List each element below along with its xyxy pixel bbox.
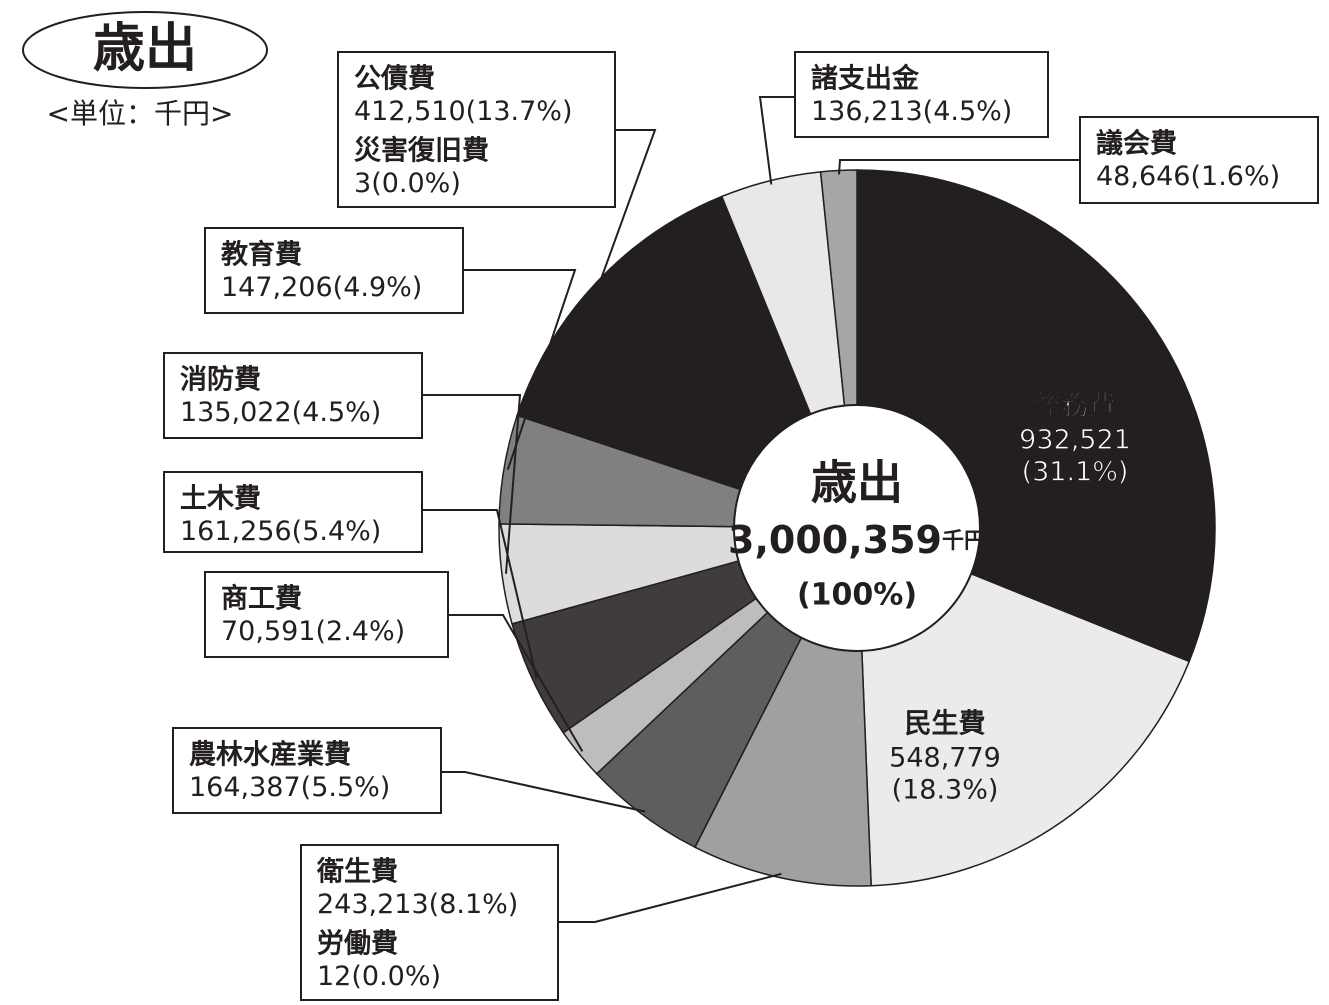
slice-name: 諸支出金 <box>811 63 920 95</box>
value-label: 12 <box>317 961 351 992</box>
slice-value: 161,256(5.4%) <box>180 516 381 547</box>
donut-hole <box>733 404 981 652</box>
percent-label: (13.7%) <box>466 96 573 127</box>
value-label: 161,256 <box>180 516 292 547</box>
value-label: 412,510 <box>354 96 466 127</box>
value-label: 48,646 <box>1096 161 1190 192</box>
leader-line <box>448 614 584 752</box>
percent-label: (18.3%) <box>892 775 999 806</box>
percent-label: (5.4%) <box>292 516 382 547</box>
slice-name: 議会費 <box>1096 129 1177 160</box>
slice-value: 135,022(4.5%) <box>180 397 381 428</box>
leader-line <box>758 96 795 185</box>
percent-label: (1.6%) <box>1190 161 1280 192</box>
percent-label: (31.1%) <box>1022 457 1129 488</box>
leader-line <box>597 129 657 287</box>
percent-label: (0.0%) <box>371 168 461 199</box>
slice-value: 48,646(1.6%) <box>1096 161 1280 192</box>
label-box <box>163 471 423 553</box>
slice-value: 136,213(4.5%) <box>811 96 1012 127</box>
slice-name: 教育費 <box>221 239 302 271</box>
percent-label: (4.9%) <box>333 272 423 303</box>
value-label: 164,387 <box>189 772 301 803</box>
leader-line <box>837 159 1080 175</box>
percent-label: (8.1%) <box>429 889 519 920</box>
value-label: 147,206 <box>221 272 333 303</box>
center-unit: 千円 <box>942 529 986 554</box>
value-label: 932,521 <box>1019 425 1131 456</box>
value-label: 548,779 <box>889 743 1001 774</box>
slice-name: 農林水産業費 <box>189 739 351 771</box>
slice-name: 民生費 <box>905 709 986 740</box>
percent-label: (4.5%) <box>292 397 382 428</box>
label-box <box>172 727 442 814</box>
unit-label: <単位：千円> <box>47 97 234 130</box>
label-box <box>300 844 559 1001</box>
slice-value: 3(0.0%) <box>354 168 461 199</box>
slice-name: 衛生費 <box>316 856 398 888</box>
slice-value: 147,206(4.9%) <box>221 272 422 303</box>
slice-value: 243,213(8.1%) <box>317 889 518 920</box>
slice-value: 164,387(5.5%) <box>189 772 390 803</box>
slice-name: 土木費 <box>180 484 261 515</box>
percent-label: (0.0%) <box>351 961 441 992</box>
center-percent: (100%) <box>797 578 917 613</box>
percent-label: (5.5%) <box>301 772 391 803</box>
label-box <box>204 571 449 658</box>
value-label: 135,022 <box>180 397 292 428</box>
slice-name: 総務費 <box>1035 390 1116 422</box>
slice-name: 消防費 <box>180 365 261 396</box>
slice-name: 商工費 <box>221 584 302 615</box>
label-box <box>1079 116 1319 204</box>
slice-name: 労働費 <box>317 929 398 960</box>
slice-value: 70,591(2.4%) <box>221 616 405 647</box>
label-box <box>337 51 616 208</box>
slice-value: 412,510(13.7%) <box>354 96 573 127</box>
percent-label: (4.5%) <box>923 96 1013 127</box>
center-value: 3,000,359千円 <box>728 518 986 562</box>
slice-value: 12(0.0%) <box>317 961 441 992</box>
leader-line <box>441 771 646 813</box>
slice-name: 公債費 <box>354 64 435 95</box>
leader-line <box>558 872 782 923</box>
label-box <box>204 227 464 314</box>
title-frame <box>22 11 268 89</box>
percent-label: (2.4%) <box>315 616 405 647</box>
center-value-number: 3,000,359 <box>728 518 942 562</box>
value-label: 136,213 <box>811 96 923 127</box>
leader-line <box>422 394 522 574</box>
center-title: 歳出 <box>811 456 903 510</box>
value-label: 3 <box>354 168 371 199</box>
value-label: 70,591 <box>221 616 315 647</box>
leader-line <box>422 509 538 680</box>
leader-line <box>463 269 577 470</box>
label-box <box>163 352 423 439</box>
chart-title: 歳出 <box>93 19 197 79</box>
value-label: 243,213 <box>317 889 429 920</box>
label-box <box>794 51 1049 138</box>
slice-name: 災害復旧費 <box>354 135 489 167</box>
